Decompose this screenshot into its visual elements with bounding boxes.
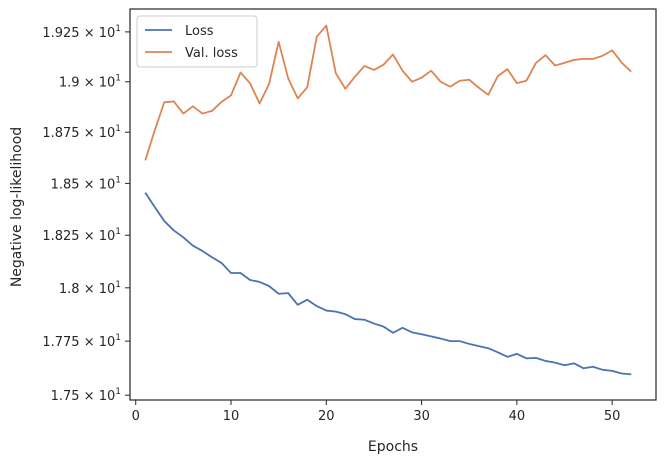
x-tick-label: 40 <box>509 409 526 424</box>
legend-label-val-loss: Val. loss <box>185 46 238 61</box>
x-tick-label: 50 <box>604 409 621 424</box>
y-tick-label: 1.75 × 101 <box>51 387 121 404</box>
plot-frame <box>129 8 657 401</box>
x-tick-label: 30 <box>413 409 430 424</box>
y-tick-label: 1.925 × 101 <box>42 24 121 41</box>
series-line-val-loss <box>144 24 632 161</box>
x-tick-label: 10 <box>223 409 240 424</box>
y-tick-label: 1.825 × 101 <box>42 227 121 244</box>
legend: Loss Val. loss <box>136 15 258 68</box>
y-tick-label: 1.775 × 101 <box>42 333 121 350</box>
x-axis-label: Epochs <box>368 439 418 455</box>
y-axis-ticks: 1.75 × 101 1.775 × 101 1.8 × 101 1.825 × 10… <box>42 24 130 404</box>
y-tick-label: 1.8 × 101 <box>59 280 121 297</box>
x-tick-label: 0 <box>132 409 140 424</box>
y-axis-label: Negative log-likelihood <box>9 127 25 287</box>
x-tick-label: 20 <box>318 409 335 424</box>
y-tick-label: 1.9 × 101 <box>59 74 121 91</box>
series-lines <box>144 24 632 376</box>
legend-label-loss: Loss <box>185 24 214 39</box>
series-line-loss <box>144 192 632 376</box>
x-axis-ticks: 0 10 20 30 40 50 <box>132 400 621 424</box>
legend-box <box>136 15 258 68</box>
y-tick-label: 1.85 × 101 <box>51 175 121 192</box>
y-tick-label: 1.875 × 101 <box>42 124 121 141</box>
